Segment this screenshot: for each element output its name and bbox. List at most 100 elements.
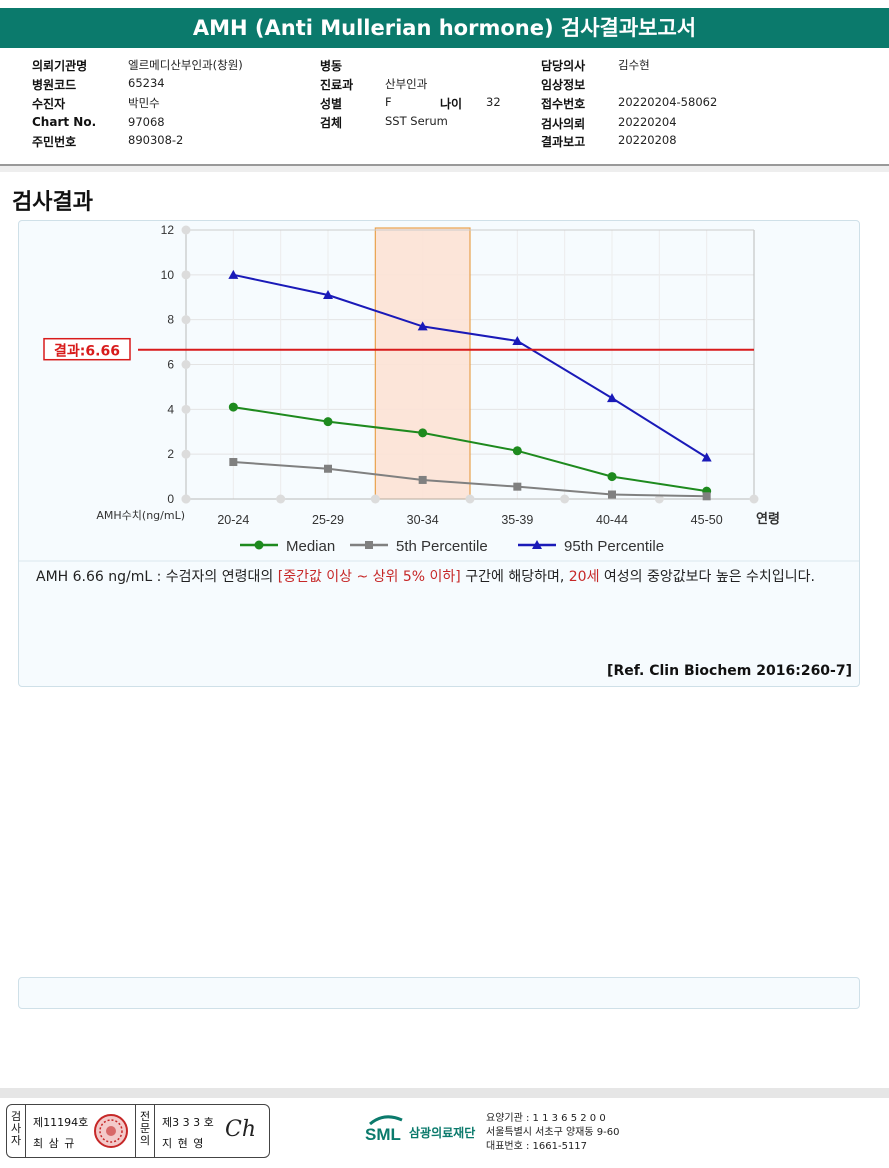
org-name: 삼광의료재단	[409, 1126, 476, 1140]
result-description: AMH 6.66 ng/mL : 수검자의 연령대의 [중간값 이상 ~ 상위 …	[36, 566, 862, 588]
info-value: 박민수	[128, 96, 160, 110]
legend-label-1: 5th Percentile	[396, 538, 488, 555]
data-point-2	[701, 452, 712, 462]
amh-chart: 0 2 4 6 8 10 12 20-24 25-29 30-34 35-39 40-44 45-50 연…	[19, 223, 859, 562]
report-title: AMH (Anti Mullerian hormone) 검사결과보고서	[0, 8, 889, 48]
data-point-2	[607, 393, 617, 403]
data-point-0	[228, 402, 238, 412]
data-point-0	[607, 472, 617, 482]
divider	[0, 164, 889, 166]
result-prefix: AMH 6.66 ng/mL : 수검자의 연령대의	[36, 569, 278, 585]
info-label: 검체	[320, 116, 343, 130]
x-tick-label: 20-24	[217, 513, 249, 527]
org-address: 서울특별시 서초구 양재동 9-60	[486, 1127, 620, 1138]
data-point-1	[418, 475, 427, 484]
legend-label-2: 95th Percentile	[564, 538, 664, 555]
divider	[154, 1105, 155, 1157]
info-value: 32	[486, 95, 501, 109]
x-axis-dot	[654, 494, 664, 504]
info-value: 20220204-58062	[618, 95, 718, 109]
section-title: 검사결과	[12, 190, 93, 215]
data-point-1	[702, 492, 711, 501]
series-line-2	[233, 273, 708, 459]
x-tick-label: 25-29	[312, 513, 344, 527]
y-axis-dot	[181, 225, 191, 235]
data-point-0	[323, 417, 333, 427]
data-point-2	[532, 540, 542, 549]
data-point-0	[254, 540, 264, 550]
data-point-1	[513, 482, 522, 491]
y-axis-dot	[181, 270, 191, 280]
y-axis-dot	[181, 315, 191, 325]
x-axis-dot	[276, 494, 286, 504]
info-value: 20220208	[618, 133, 677, 147]
reviewer-name: 지 현 영	[162, 1137, 205, 1150]
x-axis-dot	[370, 494, 380, 504]
y-axis-dot	[181, 360, 191, 369]
info-value: 엘르메디산부인과(창원)	[128, 58, 243, 72]
result-age: 20세	[568, 569, 600, 585]
data-point-2	[417, 321, 428, 331]
sml-logo-icon: SML	[365, 1115, 403, 1144]
x-axis-dot	[560, 494, 570, 504]
result-range: [중간값 이상 ~ 상위 5% 이하]	[277, 569, 461, 585]
info-label: 성별	[320, 97, 343, 111]
x-axis-dot	[749, 494, 759, 504]
y-tick-label: 12	[161, 223, 175, 237]
series-line-1	[233, 461, 707, 498]
data-point-2	[228, 269, 239, 279]
data-point-0	[418, 428, 428, 438]
x-tick-label: 40-44	[596, 513, 628, 527]
data-point-2	[323, 290, 333, 300]
x-tick-label: 30-34	[407, 513, 439, 527]
result-label: 결과:6.66	[54, 343, 120, 360]
info-label: 의뢰기관명	[32, 59, 88, 73]
y-tick-label: 0	[167, 492, 174, 506]
signature: Ch	[225, 1117, 257, 1142]
info-value: 65234	[128, 76, 165, 90]
info-value: 890308-2	[128, 133, 184, 147]
x-axis-dot	[181, 494, 191, 504]
data-point-1	[608, 490, 616, 499]
info-label: 검사의뢰	[541, 117, 586, 131]
info-label: Chart No.	[32, 115, 97, 129]
result-label-box	[43, 337, 131, 361]
y-tick-label: 2	[167, 447, 174, 461]
age-highlight-band	[374, 227, 471, 500]
y-axis-dot	[181, 449, 191, 459]
data-point-1	[229, 458, 238, 467]
y-tick-label: 10	[161, 268, 175, 282]
inspector-license: 제11194호	[33, 1116, 89, 1129]
info-value: 20220204	[618, 115, 677, 129]
series-line-0	[233, 406, 707, 493]
info-label: 나이	[440, 97, 463, 111]
y-axis-dot	[181, 404, 191, 414]
legend-label-0: Median	[286, 538, 335, 555]
info-label: 결과보고	[541, 135, 586, 149]
info-label: 병원코드	[32, 78, 77, 92]
info-label: 주민번호	[32, 135, 77, 149]
reviewer-license: 제3 3 3 호	[162, 1116, 214, 1129]
info-label: 접수번호	[541, 97, 586, 111]
x-axis-dot	[465, 494, 475, 504]
seal-stamp-icon	[94, 1114, 128, 1148]
divider	[135, 1105, 136, 1157]
info-label: 수진자	[32, 97, 66, 111]
info-value: 김수현	[618, 58, 650, 72]
footer-divider	[0, 1088, 889, 1098]
info-label: 담당의사	[541, 59, 586, 73]
inspector-name: 최 삼 규	[33, 1137, 76, 1150]
y-axis-title: AMH수치(ng/mL)	[96, 509, 185, 522]
info-value: F	[385, 95, 392, 109]
data-point-0	[512, 446, 522, 456]
info-value: 산부인과	[385, 77, 428, 91]
info-label: 병동	[320, 59, 343, 73]
info-label: 임상정보	[541, 78, 586, 92]
info-value: 97068	[128, 115, 165, 129]
y-tick-label: 4	[167, 402, 174, 416]
data-point-2	[512, 335, 523, 345]
comment-box	[18, 977, 860, 1009]
